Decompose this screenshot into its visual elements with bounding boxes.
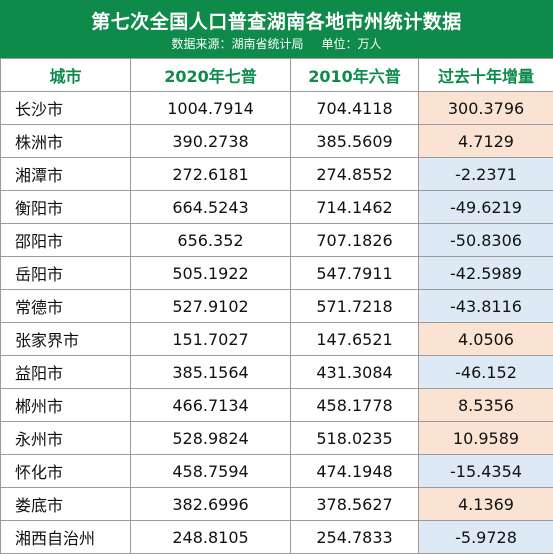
value-2010-cell: 385.5609 xyxy=(291,125,419,158)
column-header-city: 城市 xyxy=(1,59,131,92)
city-cell: 长沙市 xyxy=(1,92,131,125)
change-cell: -43.8116 xyxy=(419,290,553,323)
city-cell: 湘潭市 xyxy=(1,158,131,191)
page-title: 第七次全国人口普查湖南各地市州统计数据 xyxy=(0,7,553,34)
change-cell: -46.152 xyxy=(419,356,553,389)
title-banner: 第七次全国人口普查湖南各地市州统计数据 数据来源：湖南省统计局 单位：万人 xyxy=(0,0,553,58)
city-cell: 怀化市 xyxy=(1,455,131,488)
change-cell: 8.5356 xyxy=(419,389,553,422)
change-cell: 10.9589 xyxy=(419,422,553,455)
value-2010-cell: 518.0235 xyxy=(291,422,419,455)
change-cell: -2.2371 xyxy=(419,158,553,191)
value-2010-cell: 547.7911 xyxy=(291,257,419,290)
change-cell: -15.4354 xyxy=(419,455,553,488)
column-header-change: 过去十年增量 xyxy=(419,59,553,92)
value-2010-cell: 458.1778 xyxy=(291,389,419,422)
city-cell: 益阳市 xyxy=(1,356,131,389)
city-cell: 邵阳市 xyxy=(1,224,131,257)
subtitle: 数据来源：湖南省统计局 单位：万人 xyxy=(0,35,553,52)
data-source: 数据来源：湖南省统计局 xyxy=(171,35,303,52)
table-header-row: 城市 2020年七普 2010年六普 过去十年增量 xyxy=(1,59,553,92)
city-cell: 衡阳市 xyxy=(1,191,131,224)
change-cell: -49.6219 xyxy=(419,191,553,224)
column-header-2010: 2010年六普 xyxy=(291,59,419,92)
city-cell: 岳阳市 xyxy=(1,257,131,290)
change-cell: -42.5989 xyxy=(419,257,553,290)
value-2020-cell: 1004.7914 xyxy=(131,92,291,125)
value-2020-cell: 656.352 xyxy=(131,224,291,257)
value-2010-cell: 274.8552 xyxy=(291,158,419,191)
value-2020-cell: 527.9102 xyxy=(131,290,291,323)
value-2010-cell: 704.4118 xyxy=(291,92,419,125)
city-cell: 常德市 xyxy=(1,290,131,323)
value-2010-cell: 714.1462 xyxy=(291,191,419,224)
change-cell: -50.8306 xyxy=(419,224,553,257)
change-cell: 4.1369 xyxy=(419,488,553,521)
value-2020-cell: 466.7134 xyxy=(131,389,291,422)
city-cell: 株洲市 xyxy=(1,125,131,158)
value-2020-cell: 385.1564 xyxy=(131,356,291,389)
city-cell: 张家界市 xyxy=(1,323,131,356)
value-2020-cell: 458.7594 xyxy=(131,455,291,488)
change-cell: -5.9728 xyxy=(419,521,553,554)
value-2010-cell: 147.6521 xyxy=(291,323,419,356)
city-cell: 郴州市 xyxy=(1,389,131,422)
value-2010-cell: 378.5627 xyxy=(291,488,419,521)
value-2020-cell: 664.5243 xyxy=(131,191,291,224)
value-2020-cell: 528.9824 xyxy=(131,422,291,455)
change-cell: 300.3796 xyxy=(419,92,553,125)
change-cell: 4.0506 xyxy=(419,323,553,356)
change-cell: 4.7129 xyxy=(419,125,553,158)
value-2020-cell: 505.1922 xyxy=(131,257,291,290)
value-2010-cell: 254.7833 xyxy=(291,521,419,554)
value-2020-cell: 390.2738 xyxy=(131,125,291,158)
value-2020-cell: 382.6996 xyxy=(131,488,291,521)
city-cell: 湘西自治州 xyxy=(1,521,131,554)
value-2010-cell: 707.1826 xyxy=(291,224,419,257)
city-cell: 永州市 xyxy=(1,422,131,455)
unit-label: 单位：万人 xyxy=(322,35,382,52)
value-2020-cell: 272.6181 xyxy=(131,158,291,191)
value-2020-cell: 151.7027 xyxy=(131,323,291,356)
column-header-2020: 2020年七普 xyxy=(131,59,291,92)
value-2010-cell: 431.3084 xyxy=(291,356,419,389)
value-2020-cell: 248.8105 xyxy=(131,521,291,554)
value-2010-cell: 474.1948 xyxy=(291,455,419,488)
city-cell: 娄底市 xyxy=(1,488,131,521)
value-2010-cell: 571.7218 xyxy=(291,290,419,323)
